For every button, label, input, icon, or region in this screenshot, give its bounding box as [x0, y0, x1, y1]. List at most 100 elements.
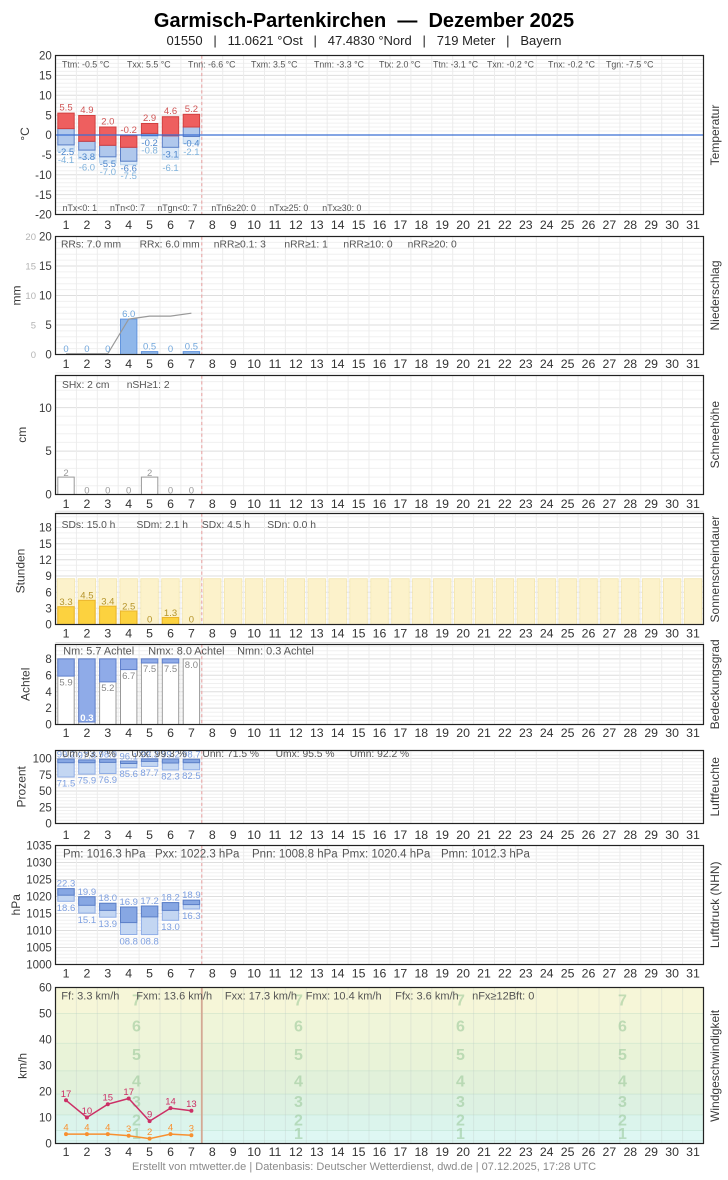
svg-text:28: 28 [623, 497, 637, 511]
svg-text:4: 4 [125, 497, 132, 511]
svg-text:12: 12 [289, 497, 303, 511]
svg-text:Pxx: 1022.3 hPa: Pxx: 1022.3 hPa [155, 849, 240, 861]
svg-text:7: 7 [188, 218, 195, 232]
svg-text:16: 16 [373, 357, 387, 371]
svg-text:-6.0: -6.0 [79, 163, 95, 174]
svg-text:nRR≥10: 0: nRR≥10: 0 [343, 240, 392, 251]
svg-text:8: 8 [209, 1145, 216, 1159]
svg-text:4: 4 [294, 1073, 303, 1090]
svg-text:18: 18 [414, 218, 428, 232]
svg-text:7: 7 [456, 992, 465, 1009]
svg-text:0: 0 [189, 485, 194, 496]
svg-text:1: 1 [132, 1126, 141, 1143]
svg-text:23: 23 [519, 1145, 533, 1159]
svg-text:7.5: 7.5 [143, 664, 156, 675]
svg-text:20: 20 [456, 627, 470, 641]
svg-text:30: 30 [665, 497, 679, 511]
svg-text:9: 9 [230, 218, 237, 232]
svg-text:17: 17 [394, 966, 408, 980]
svg-text:14: 14 [331, 966, 345, 980]
svg-text:7: 7 [188, 1145, 195, 1159]
svg-text:0: 0 [105, 344, 110, 355]
svg-text:Nmn: 0.3 Achtel: Nmn: 0.3 Achtel [237, 646, 314, 658]
svg-text:17: 17 [394, 726, 408, 740]
svg-text:75: 75 [39, 770, 52, 782]
svg-text:23: 23 [519, 726, 533, 740]
svg-text:-2.1: -2.1 [183, 147, 199, 158]
svg-text:11: 11 [269, 966, 282, 980]
svg-text:18: 18 [414, 966, 428, 980]
svg-text:22: 22 [498, 1145, 512, 1159]
svg-text:22: 22 [498, 357, 512, 371]
svg-text:Pmx: 1020.4 hPa: Pmx: 1020.4 hPa [342, 849, 431, 861]
svg-text:RRx: 6.0 mm: RRx: 6.0 mm [140, 240, 200, 251]
svg-text:3: 3 [104, 828, 111, 842]
svg-text:-10: -10 [35, 170, 52, 182]
svg-text:13: 13 [310, 357, 324, 371]
svg-text:27: 27 [603, 1145, 617, 1159]
svg-text:21: 21 [477, 627, 491, 641]
svg-text:13: 13 [310, 966, 324, 980]
svg-text:Erstellt von mtwetter.de | Dat: Erstellt von mtwetter.de | Datenbasis: D… [132, 1161, 596, 1173]
svg-text:15: 15 [352, 218, 366, 232]
svg-text:8: 8 [209, 726, 216, 740]
svg-text:17: 17 [394, 828, 408, 842]
svg-text:22.3: 22.3 [57, 879, 76, 890]
svg-text:2.5: 2.5 [122, 601, 135, 612]
svg-text:20: 20 [456, 218, 470, 232]
svg-text:15: 15 [39, 71, 52, 83]
svg-text:3: 3 [104, 726, 111, 740]
svg-text:19: 19 [435, 218, 449, 232]
svg-text:-0.2: -0.2 [121, 125, 137, 136]
svg-text:8: 8 [209, 357, 216, 371]
svg-text:82.5: 82.5 [182, 771, 201, 782]
svg-text:28: 28 [623, 966, 637, 980]
svg-text:6: 6 [167, 627, 174, 641]
svg-text:15: 15 [352, 966, 366, 980]
svg-text:6: 6 [45, 671, 51, 683]
svg-text:10: 10 [247, 726, 261, 740]
svg-text:31: 31 [686, 627, 700, 641]
svg-text:2: 2 [63, 468, 68, 479]
svg-text:24: 24 [540, 966, 554, 980]
svg-text:Umn: 92.2 %: Umn: 92.2 % [350, 749, 410, 760]
svg-text:4: 4 [125, 627, 132, 641]
svg-text:11: 11 [269, 726, 282, 740]
svg-text:10: 10 [39, 403, 52, 415]
svg-text:2: 2 [83, 1145, 90, 1159]
svg-text:12: 12 [289, 966, 303, 980]
svg-text:13: 13 [310, 218, 324, 232]
svg-text:13: 13 [186, 1099, 197, 1110]
svg-text:24: 24 [540, 497, 554, 511]
svg-text:SDx: 4.5 h: SDx: 4.5 h [202, 520, 250, 531]
svg-text:4: 4 [125, 828, 132, 842]
svg-text:-0.4: -0.4 [183, 139, 199, 150]
svg-text:26: 26 [582, 218, 596, 232]
svg-text:21: 21 [477, 1145, 491, 1159]
svg-text:18: 18 [414, 828, 428, 842]
svg-text:10: 10 [247, 1145, 261, 1159]
svg-text:31: 31 [686, 357, 700, 371]
svg-text:0: 0 [168, 485, 173, 496]
svg-text:2: 2 [83, 726, 90, 740]
svg-text:19: 19 [435, 357, 449, 371]
svg-text:nTx≥25: 0: nTx≥25: 0 [269, 203, 308, 213]
svg-text:20: 20 [456, 966, 470, 980]
svg-text:-0.2: -0.2 [141, 138, 157, 149]
svg-text:Nmx: 8.0 Achtel: Nmx: 8.0 Achtel [148, 646, 224, 658]
svg-text:11: 11 [269, 1145, 282, 1159]
svg-text:1035: 1035 [26, 841, 52, 853]
svg-text:9: 9 [45, 571, 51, 583]
svg-text:10: 10 [39, 90, 52, 102]
svg-text:Txm: 3.5 °C: Txm: 3.5 °C [251, 60, 298, 70]
svg-text:8.0: 8.0 [185, 660, 198, 671]
svg-text:10: 10 [247, 966, 261, 980]
svg-text:3.4: 3.4 [101, 597, 114, 608]
svg-text:19: 19 [435, 497, 449, 511]
svg-text:26: 26 [582, 627, 596, 641]
svg-text:12: 12 [289, 627, 303, 641]
svg-text:19: 19 [435, 726, 449, 740]
svg-text:0: 0 [45, 1139, 51, 1151]
svg-text:1020: 1020 [26, 892, 52, 904]
svg-text:1: 1 [63, 726, 70, 740]
